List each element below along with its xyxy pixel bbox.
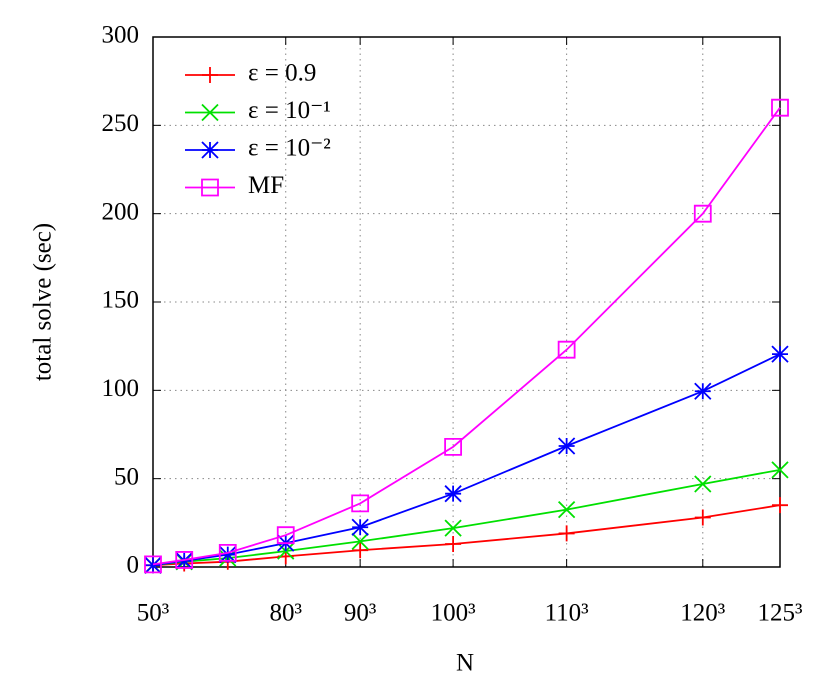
x-tick-label: 50³	[137, 600, 170, 627]
marker	[772, 497, 788, 514]
marker	[557, 437, 576, 455]
marker	[201, 141, 219, 159]
y-tick-label: 250	[102, 110, 140, 137]
x-tick-label: 90³	[344, 600, 377, 627]
marker	[558, 525, 575, 542]
marker	[771, 98, 789, 117]
marker	[351, 518, 369, 536]
marker	[175, 551, 194, 569]
marker	[444, 437, 463, 456]
x-tick-label: 125³	[758, 600, 804, 627]
marker	[144, 555, 162, 574]
marker	[444, 519, 462, 537]
x-tick-label: 120³	[680, 600, 726, 627]
y-tick-label: 150	[102, 287, 140, 314]
y-tick-label: 200	[102, 198, 140, 225]
y-axis-label: total solve (sec)	[30, 223, 57, 381]
marker	[351, 532, 369, 551]
marker	[694, 382, 712, 400]
series-line	[152, 353, 781, 567]
x-tick-label: 80³	[269, 600, 302, 627]
marker	[694, 475, 712, 493]
marker	[219, 545, 237, 564]
marker	[144, 556, 162, 574]
series-line	[152, 107, 781, 566]
marker	[351, 494, 370, 513]
marker	[218, 543, 237, 562]
marker	[445, 536, 462, 553]
marker	[201, 103, 219, 122]
marker	[693, 204, 712, 223]
marker	[202, 67, 218, 83]
legend-label: ε = 0.9	[248, 60, 316, 87]
legend-label: MF	[248, 172, 284, 199]
marker	[557, 340, 576, 359]
marker	[444, 485, 462, 503]
legend-label: ε = 10⁻²	[248, 135, 331, 162]
marker	[352, 542, 369, 559]
marker	[557, 500, 576, 519]
marker	[694, 509, 711, 526]
x-tick-label: 110³	[545, 600, 590, 627]
y-tick-label: 0	[127, 552, 140, 579]
legend-label: ε = 10⁻¹	[248, 97, 331, 124]
marker	[771, 345, 789, 363]
y-tick-label: 50	[114, 463, 139, 490]
x-axis-label: N	[456, 650, 474, 677]
marker	[771, 461, 789, 479]
y-tick-label: 100	[102, 375, 140, 402]
plot-frame	[152, 36, 781, 568]
marker	[201, 178, 219, 197]
marker	[276, 526, 295, 545]
x-tick-label: 100³	[431, 600, 477, 627]
y-tick-label: 300	[102, 22, 140, 49]
